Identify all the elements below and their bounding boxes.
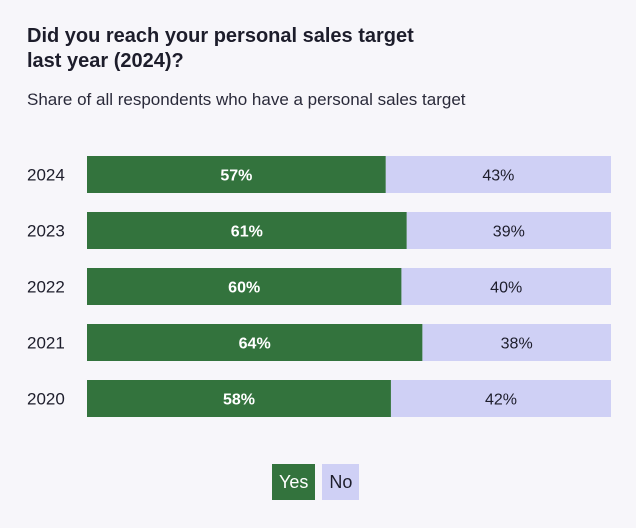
bar-yes <box>87 380 391 417</box>
bar-no <box>390 380 611 417</box>
bar-yes <box>87 324 423 361</box>
bar-no <box>401 268 611 305</box>
category-label: 2023 <box>27 222 65 241</box>
chart-title: Did you reach your personal sales target… <box>27 25 414 72</box>
bar-yes <box>87 156 386 193</box>
category-label: 2024 <box>27 166 65 185</box>
bar-no <box>385 156 611 193</box>
data-label-no: 40% <box>490 280 522 297</box>
data-label-yes: 61% <box>231 224 263 241</box>
data-label-yes: 57% <box>220 168 252 185</box>
legend-item-yes: Yes <box>272 464 316 500</box>
chart-subtitle: Share of all respondents who have a pers… <box>27 90 466 109</box>
data-label-yes: 60% <box>228 280 260 297</box>
bar-no <box>422 324 611 361</box>
category-label: 2022 <box>27 278 65 297</box>
bar-yes <box>87 268 402 305</box>
data-label-yes: 58% <box>223 392 255 409</box>
data-label-no: 43% <box>482 168 514 185</box>
data-label-yes: 64% <box>239 336 271 353</box>
data-label-no: 42% <box>485 392 517 409</box>
category-label: 2020 <box>27 390 65 409</box>
data-label-no: 39% <box>493 224 525 241</box>
data-label-no: 38% <box>501 336 533 353</box>
legend: Yes No <box>272 464 360 500</box>
bar-no <box>406 212 611 249</box>
bar-yes <box>87 212 407 249</box>
category-label: 2021 <box>27 334 65 353</box>
legend-item-no: No <box>322 464 360 500</box>
